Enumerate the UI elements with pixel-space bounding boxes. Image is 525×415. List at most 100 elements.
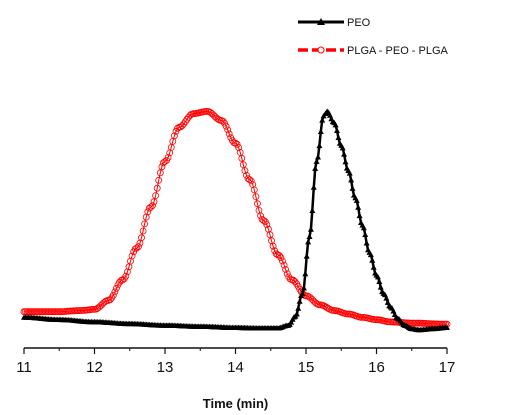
data-point xyxy=(102,297,109,305)
data-point xyxy=(246,176,254,184)
data-point xyxy=(257,212,265,220)
legend-label: PLGA - PEO - PLGA xyxy=(347,45,449,57)
data-point xyxy=(313,158,320,164)
data-point xyxy=(377,284,384,290)
data-point xyxy=(341,151,348,157)
data-point xyxy=(360,224,367,231)
legend-item: PEO xyxy=(298,17,371,29)
data-point xyxy=(247,177,255,185)
data-point xyxy=(369,257,376,263)
data-point xyxy=(367,251,374,258)
data-point xyxy=(144,208,152,216)
data-point xyxy=(153,184,161,192)
data-point xyxy=(186,111,194,119)
data-point xyxy=(233,140,241,148)
data-point xyxy=(346,170,353,176)
data-point xyxy=(307,226,314,232)
legend-marker xyxy=(317,18,325,25)
data-point xyxy=(348,176,355,183)
data-point xyxy=(358,313,366,321)
data-point xyxy=(222,122,230,130)
data-point xyxy=(303,253,310,259)
legend: PEO PLGA - PEO - PLGA xyxy=(298,17,449,57)
data-point xyxy=(164,154,172,161)
legend-item: PLGA - PEO - PLGA xyxy=(298,45,449,57)
data-point xyxy=(279,257,286,265)
data-point xyxy=(374,274,381,280)
data-point xyxy=(335,134,342,141)
data-point xyxy=(127,257,134,265)
data-point xyxy=(147,203,155,211)
data-point xyxy=(272,250,280,258)
data-point xyxy=(122,272,130,280)
data-point xyxy=(106,296,114,304)
data-point xyxy=(306,233,313,239)
data-point xyxy=(150,198,158,206)
data-point xyxy=(332,121,339,128)
data-point xyxy=(355,204,362,210)
data-point xyxy=(339,144,346,151)
data-point xyxy=(124,268,131,276)
x-tick-label: 13 xyxy=(157,359,174,376)
data-point xyxy=(370,264,377,270)
data-point xyxy=(317,128,324,135)
data-point xyxy=(221,119,228,127)
data-point xyxy=(275,252,283,259)
data-point xyxy=(253,200,261,208)
data-point xyxy=(219,117,227,125)
data-point xyxy=(334,127,341,134)
data-point xyxy=(111,288,119,296)
data-point xyxy=(312,165,319,172)
x-tick-label: 11 xyxy=(16,359,32,376)
data-point xyxy=(139,227,147,235)
data-point xyxy=(149,202,156,210)
data-point xyxy=(128,252,136,260)
x-tick-label: 15 xyxy=(298,359,315,376)
data-point xyxy=(383,295,390,301)
data-point xyxy=(293,311,300,317)
data-point xyxy=(444,324,450,331)
x-axis-ticks: 11 12 13 14 15 16 17 xyxy=(16,348,455,376)
data-point xyxy=(250,186,258,194)
x-tick-label: 14 xyxy=(227,359,244,376)
data-point xyxy=(241,167,249,175)
data-point xyxy=(180,120,188,128)
data-point xyxy=(316,142,323,149)
data-point xyxy=(158,163,166,171)
data-point xyxy=(288,319,295,325)
series-peo xyxy=(21,108,450,333)
data-point xyxy=(313,300,321,308)
data-point xyxy=(296,298,303,304)
data-point xyxy=(224,126,232,134)
data-point xyxy=(353,197,360,203)
data-point xyxy=(269,242,277,250)
data-point xyxy=(319,117,326,123)
data-point xyxy=(238,154,246,162)
data-point xyxy=(283,270,291,278)
data-point xyxy=(305,239,312,245)
legend-label: PEO xyxy=(347,17,371,29)
data-point xyxy=(263,221,271,229)
data-point xyxy=(363,240,370,246)
data-point xyxy=(362,231,369,238)
data-point xyxy=(314,154,321,160)
data-point xyxy=(356,212,363,219)
x-tick-label: 16 xyxy=(368,359,385,376)
data-point xyxy=(376,278,383,284)
data-point xyxy=(349,185,356,191)
data-point xyxy=(113,284,120,292)
data-point xyxy=(309,207,316,214)
data-point xyxy=(109,291,117,299)
data-point xyxy=(252,193,260,201)
data-point xyxy=(326,305,333,313)
data-point xyxy=(300,285,307,291)
data-point xyxy=(152,192,160,200)
data-point xyxy=(202,108,210,115)
data-point xyxy=(280,261,288,269)
data-point xyxy=(310,184,317,190)
data-point xyxy=(373,316,380,324)
data-point xyxy=(141,220,149,228)
data-point xyxy=(291,278,299,286)
data-point xyxy=(342,158,349,165)
